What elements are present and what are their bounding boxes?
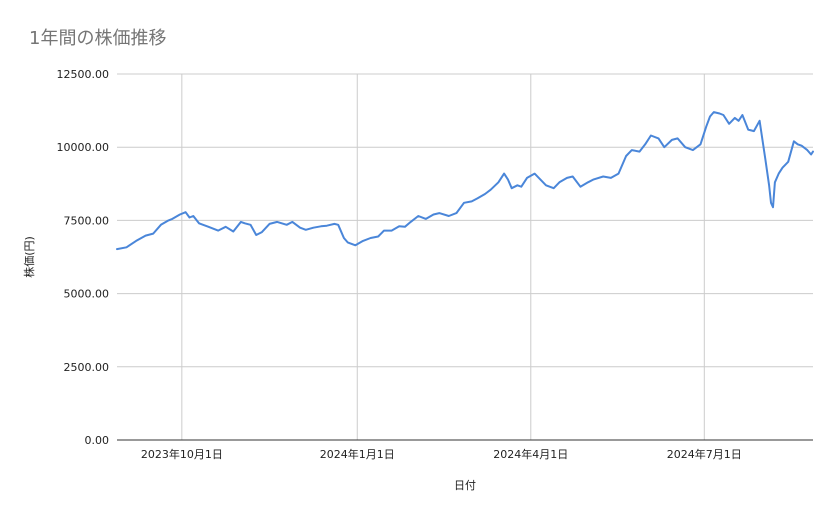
gridlines [117, 73, 813, 440]
x-tick-label: 2024年7月1日 [667, 447, 742, 461]
y-tick-label: 0.00 [85, 434, 110, 447]
y-axis-ticks: 0.00 2500.00 5000.00 7500.00 10000.00 12500.0… [57, 68, 110, 447]
y-tick-label: 7500.00 [64, 214, 110, 227]
y-tick-label: 2500.00 [64, 361, 110, 374]
series-line [116, 111, 814, 251]
x-tick-label: 2023年10月1日 [141, 447, 223, 461]
series-layer [116, 111, 814, 251]
x-axis-ticks: 2023年10月1日 2024年1月1日 2024年4月1日 2024年7月1日 [141, 447, 742, 461]
y-axis-label: 株価(円) [22, 236, 36, 278]
x-tick-label: 2024年1月1日 [320, 447, 395, 461]
y-tick-label: 12500.00 [57, 68, 110, 81]
y-tick-label: 10000.00 [57, 141, 110, 154]
x-tick-label: 2024年4月1日 [493, 447, 568, 461]
chart-title: 1年間の株価推移 [29, 28, 166, 49]
y-tick-label: 5000.00 [64, 288, 110, 301]
x-axis-label: 日付 [454, 479, 476, 492]
